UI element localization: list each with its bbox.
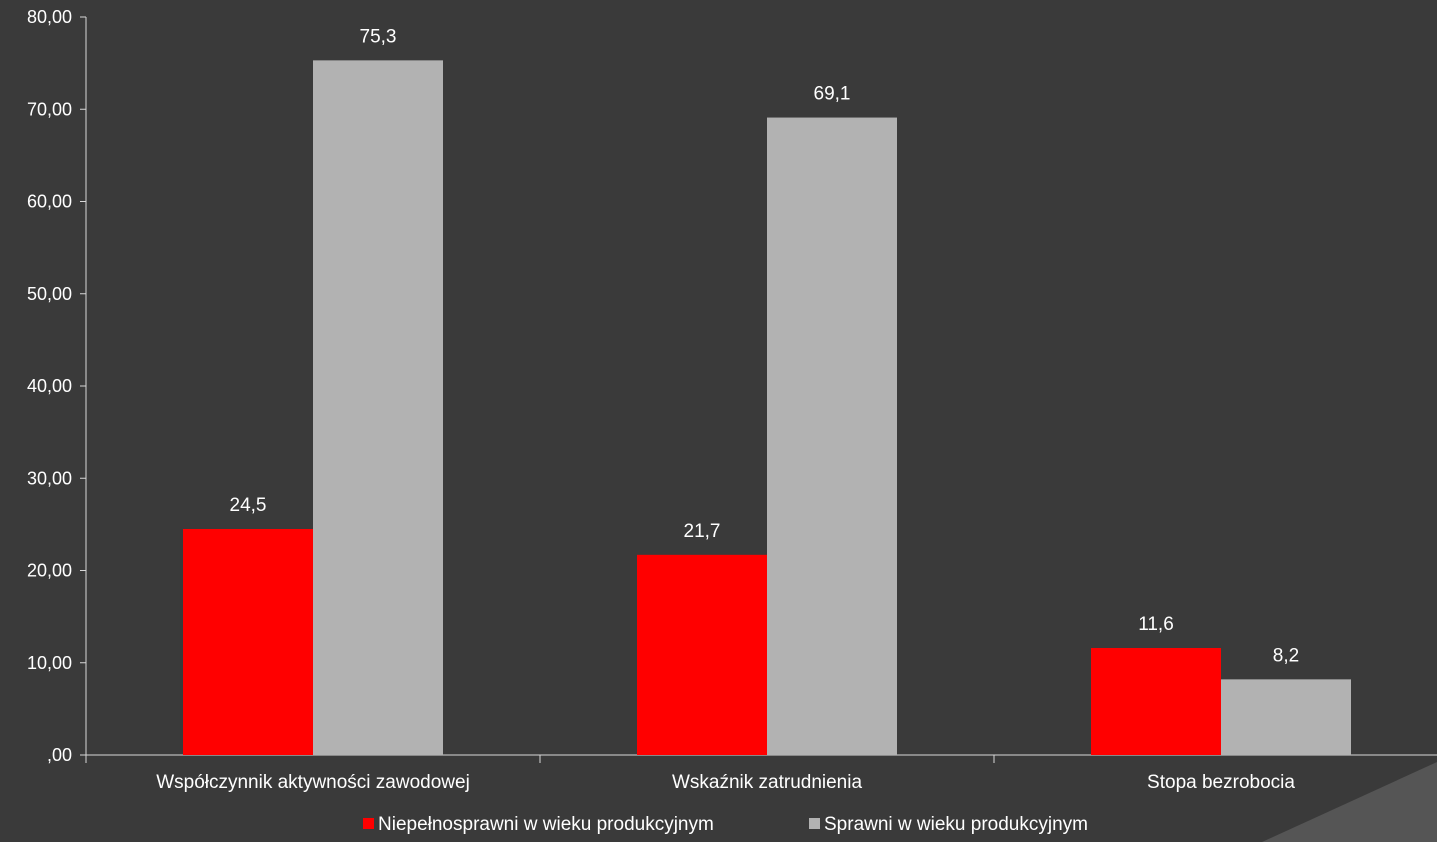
bar bbox=[1091, 647, 1221, 755]
category-label: Współczynnik aktywności zawodowej bbox=[156, 772, 470, 793]
data-label: 24,5 bbox=[230, 495, 267, 516]
data-label: 8,2 bbox=[1273, 645, 1299, 666]
corner-decoration bbox=[1262, 762, 1437, 842]
bars bbox=[183, 60, 1351, 756]
data-label: 75,3 bbox=[360, 26, 397, 47]
legend-swatch bbox=[363, 818, 374, 829]
y-tick-label: 40,00 bbox=[27, 376, 72, 396]
category-label: Wskaźnik zatrudnienia bbox=[672, 772, 863, 793]
legend-label: Sprawni w wieku produkcyjnym bbox=[824, 814, 1088, 835]
legend-swatch bbox=[809, 818, 820, 829]
legend: Niepełnosprawni w wieku produkcyjnym Spra… bbox=[363, 814, 1088, 835]
y-axis: ,00 10,00 20,00 30,00 40,00 50,00 60,00 70,00 80… bbox=[27, 7, 87, 765]
legend-label: Niepełnosprawni w wieku produkcyjnym bbox=[378, 814, 714, 835]
bar bbox=[313, 60, 443, 756]
x-axis: Współczynnik aktywności zawodowej Wskaźni… bbox=[85, 754, 1437, 793]
y-tick-label: 80,00 bbox=[27, 7, 72, 27]
data-labels: 24,5 75,3 21,7 69,1 11,6 8,2 bbox=[230, 26, 1300, 666]
bar bbox=[183, 528, 313, 755]
y-tick-label: ,00 bbox=[47, 745, 72, 765]
y-tick-label: 50,00 bbox=[27, 284, 72, 304]
y-tick-label: 70,00 bbox=[27, 99, 72, 119]
bar bbox=[767, 117, 897, 756]
data-label: 11,6 bbox=[1138, 614, 1174, 635]
category-label: Stopa bezrobocia bbox=[1147, 772, 1295, 793]
bar bbox=[637, 554, 767, 755]
y-tick-label: 10,00 bbox=[27, 653, 72, 673]
y-tick-label: 60,00 bbox=[27, 192, 72, 212]
bar bbox=[1221, 679, 1351, 755]
data-label: 21,7 bbox=[684, 521, 721, 542]
data-label: 69,1 bbox=[814, 84, 851, 105]
y-tick-label: 30,00 bbox=[27, 468, 72, 488]
y-tick-label: 20,00 bbox=[27, 561, 72, 581]
